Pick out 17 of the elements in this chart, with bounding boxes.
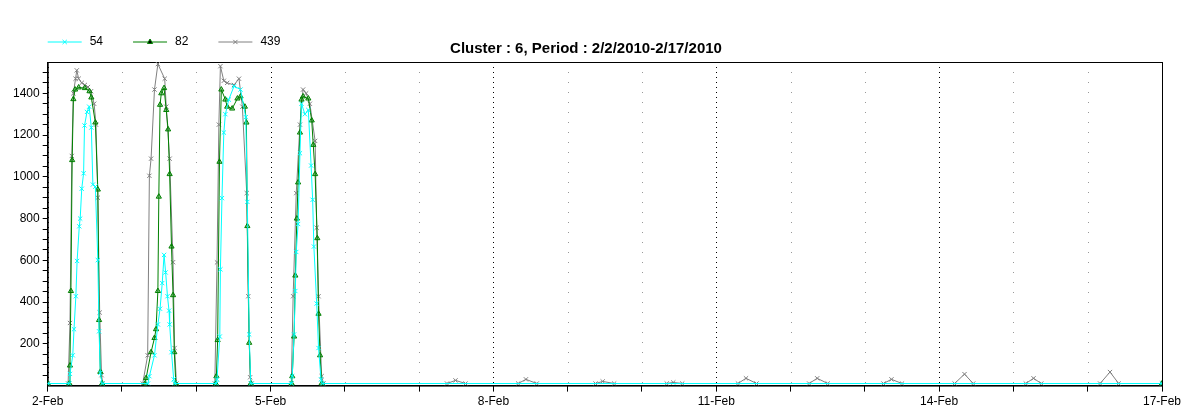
y-tick-label: 800 <box>19 210 41 225</box>
y-tick-label: 1400 <box>12 85 41 100</box>
x-tick-label: 8-Feb <box>477 394 510 409</box>
legend-label: 54 <box>89 34 104 49</box>
chart-title: Cluster : 6, Period : 2/2/2010-2/17/2010 <box>450 39 722 57</box>
x-tick-label: 14-Feb <box>920 394 959 409</box>
x-tick-label: 5-Feb <box>254 394 287 409</box>
y-tick-label: 1200 <box>12 127 41 142</box>
legend-label: 82 <box>175 34 189 49</box>
y-tick-label: 400 <box>19 294 41 309</box>
x-tick-label: 17-Feb <box>1142 394 1182 409</box>
x-tick-label: 11-Feb <box>697 394 736 409</box>
legend-label: 439 <box>260 34 281 49</box>
y-tick-label: 200 <box>19 336 41 351</box>
y-tick-label: 600 <box>19 252 41 267</box>
x-tick-label: 2-Feb <box>32 394 64 409</box>
y-tick-label: 1000 <box>12 169 41 184</box>
